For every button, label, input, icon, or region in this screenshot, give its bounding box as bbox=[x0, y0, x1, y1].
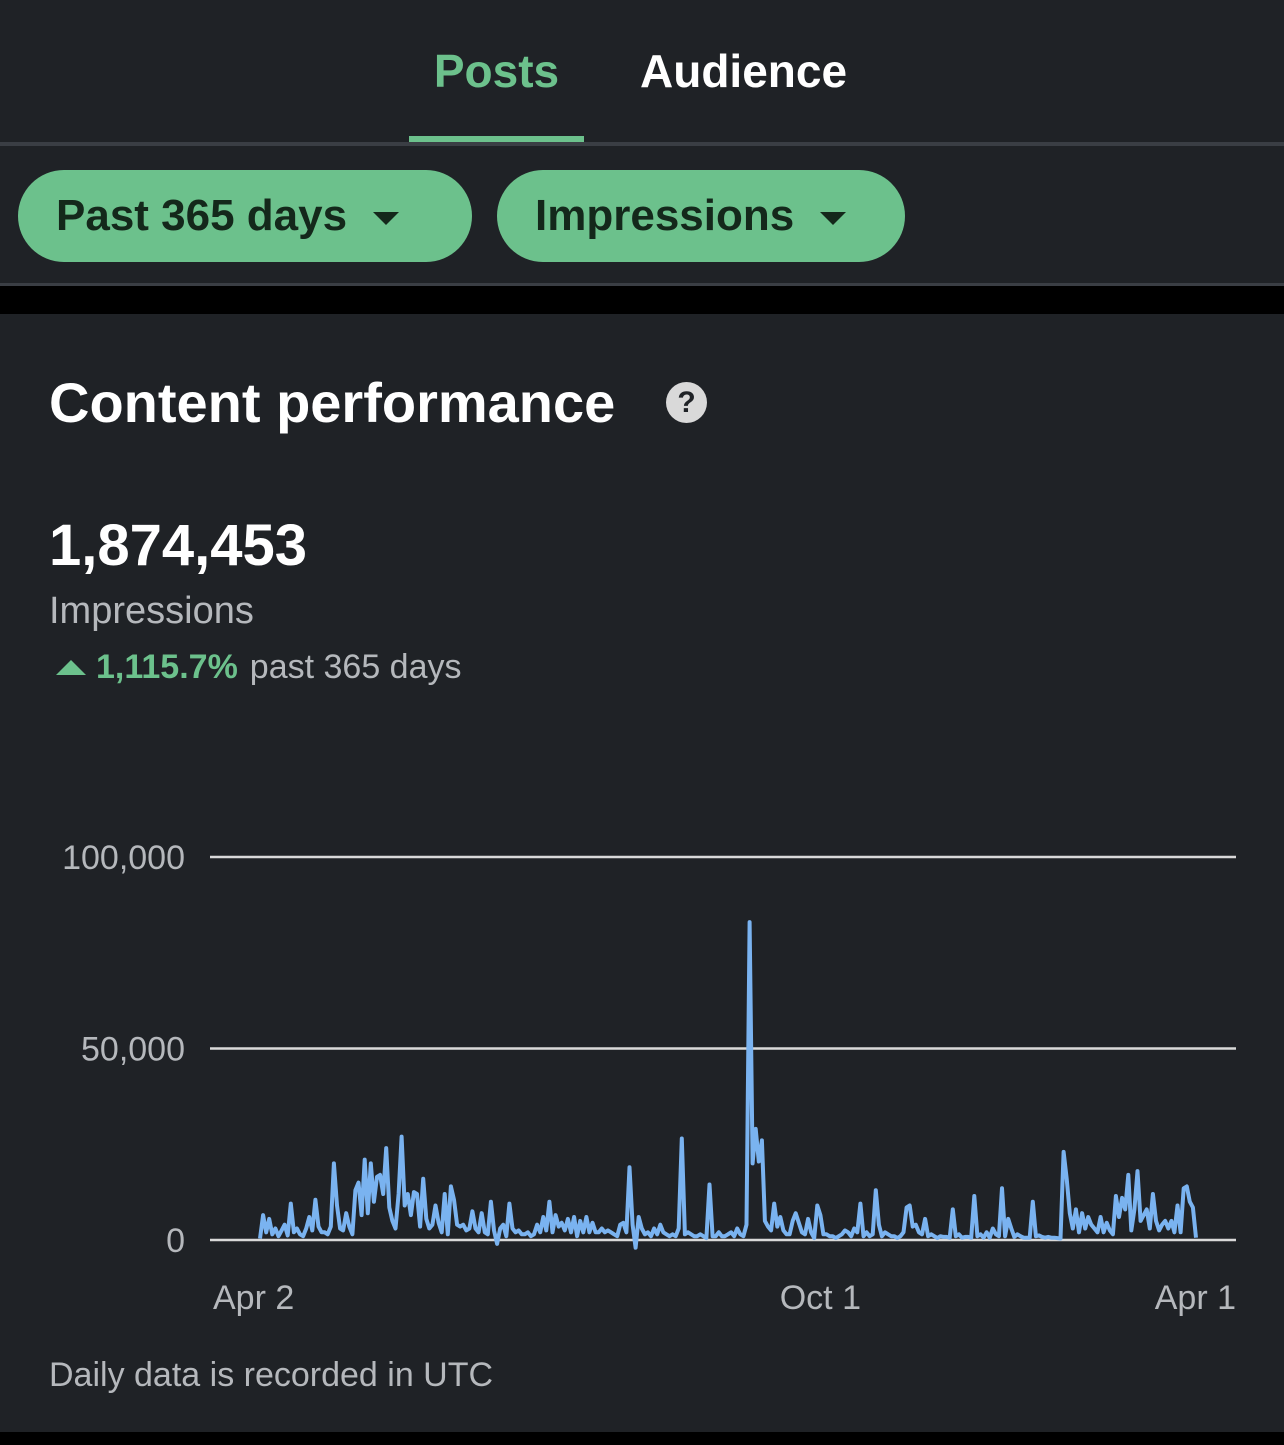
help-icon[interactable]: ? bbox=[666, 382, 707, 423]
footnote: Daily data is recorded in UTC bbox=[49, 1356, 494, 1394]
trend-value: 1,115.7% bbox=[96, 648, 238, 686]
date-range-label: Past 365 days bbox=[56, 191, 348, 240]
x-tick-label: Apr 1 bbox=[1155, 1279, 1236, 1317]
content-performance-card: Content performance ? 1,874,453 Impressi… bbox=[0, 314, 1284, 1432]
trend-period: past 365 days bbox=[249, 648, 462, 686]
top-bar: Posts Audience Past 365 days Impressions bbox=[0, 0, 1284, 286]
tab-bar: Posts Audience bbox=[0, 0, 1284, 146]
tab-audience[interactable]: Audience bbox=[640, 45, 848, 97]
chevron-down-icon bbox=[820, 211, 847, 225]
chevron-down-icon bbox=[373, 211, 400, 225]
metric-label: Impressions bbox=[535, 191, 795, 240]
metric-dropdown[interactable]: Impressions bbox=[497, 170, 905, 262]
tab-posts[interactable]: Posts bbox=[433, 45, 560, 97]
filter-bar: Past 365 days Impressions bbox=[0, 146, 1284, 286]
y-tick-label: 50,000 bbox=[81, 1031, 185, 1069]
trend-up-icon bbox=[56, 660, 86, 675]
x-tick-label: Oct 1 bbox=[780, 1279, 861, 1317]
y-tick-label: 100,000 bbox=[62, 839, 185, 877]
impressions-chart: 0 50,000 100,000 Apr 2 Oct 1 Apr 1 bbox=[62, 839, 1236, 1317]
trend-indicator: 1,115.7% past 365 days bbox=[56, 648, 462, 687]
metric-caption: Impressions bbox=[49, 590, 254, 632]
total-impressions: 1,874,453 bbox=[49, 513, 308, 578]
bottom-edge bbox=[0, 1432, 1284, 1445]
active-tab-indicator bbox=[409, 136, 584, 142]
impressions-line bbox=[258, 920, 1198, 1250]
card-title: Content performance bbox=[49, 371, 616, 434]
section-divider bbox=[0, 286, 1284, 314]
y-tick-label: 0 bbox=[166, 1222, 185, 1260]
x-tick-label: Apr 2 bbox=[213, 1279, 294, 1317]
date-range-dropdown[interactable]: Past 365 days bbox=[18, 170, 472, 262]
